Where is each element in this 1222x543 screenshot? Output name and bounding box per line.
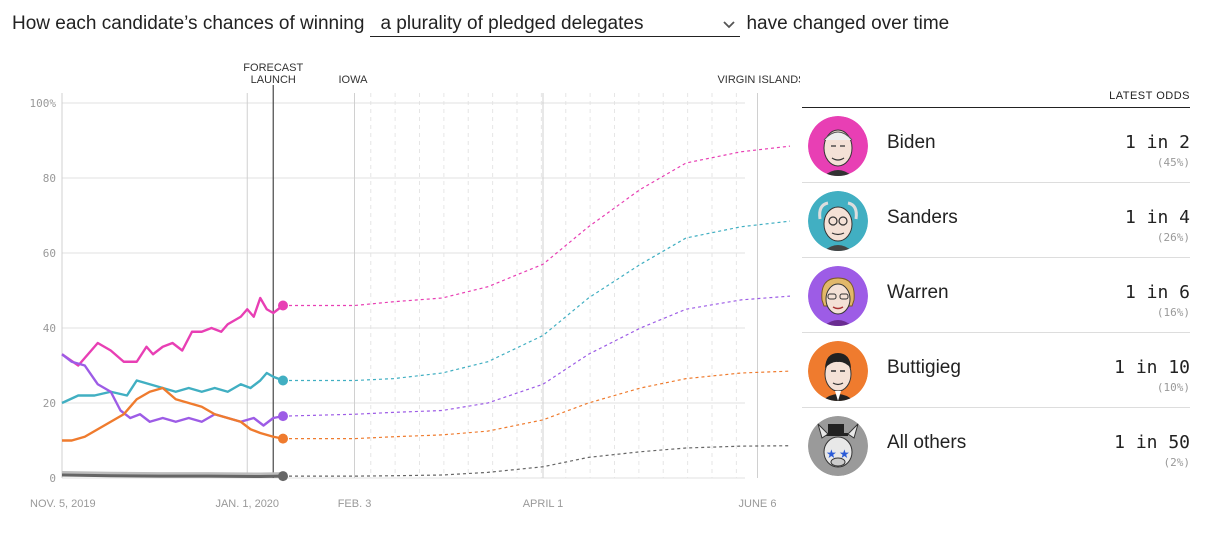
candidate-odds: 1 in 6: [1124, 282, 1190, 303]
forecast-line-biden: [283, 145, 791, 307]
candidate-odds: 1 in 10: [1114, 357, 1190, 378]
candidate-row-sanders: Sanders 1 in 4 (26%): [802, 183, 1190, 258]
candidate-row-all-others: ★ ★ All others 1 in 50 (2%): [802, 408, 1190, 483]
candidate-pct: (16%): [1156, 306, 1190, 319]
candidate-odds: 1 in 4: [1124, 207, 1190, 228]
outcome-selector[interactable]: a plurality of pledged delegates: [370, 11, 741, 37]
y-tick-label: 20: [43, 397, 56, 410]
biden-avatar: [808, 116, 868, 176]
candidate-name: Warren: [887, 282, 949, 303]
candidate-odds: 1 in 2: [1124, 132, 1190, 153]
series-line-all-others: [61, 473, 284, 478]
forecast-line-buttigieg: [283, 370, 791, 440]
headline-suffix: have changed over time: [746, 13, 950, 34]
headline-prefix: How each candidate’s chances of winning: [12, 13, 365, 34]
latest-odds-header: LATEST ODDS: [1109, 90, 1190, 102]
series-endpoint-buttigieg: [278, 433, 288, 444]
forecast-line-sanders: [283, 220, 791, 382]
series-endpoint-biden: [278, 300, 288, 311]
series-line-sanders: [61, 371, 284, 405]
y-tick-label: 100%: [30, 97, 57, 110]
series-line-buttigieg: [62, 386, 284, 442]
y-tick-label: 40: [43, 322, 56, 335]
svg-text:★: ★: [839, 447, 850, 461]
odds-header-rule: [802, 107, 1190, 108]
x-tick-label: APRIL 1: [523, 498, 564, 510]
x-tick-label: JAN. 1, 2020: [215, 498, 279, 510]
x-tick-label: JUNE 6: [739, 498, 777, 510]
forecast-line-warren: [282, 295, 791, 417]
candidate-pct: (10%): [1156, 381, 1190, 394]
candidate-row-warren: Warren 1 in 6 (16%): [802, 258, 1190, 333]
x-tick-label: NOV. 5, 2019: [30, 498, 96, 510]
series-line-others-band: [61, 471, 284, 476]
x-tick-label: FEB. 3: [338, 498, 372, 510]
series-endpoint-warren: [278, 411, 288, 422]
y-tick-label: 60: [43, 247, 56, 260]
odds-line-chart: 100% 80 60 40 20 0 NOV. 5, 2019 JAN. 1, 2020 FEB…: [30, 62, 801, 510]
outcome-selector-value: a plurality of pledged delegates: [380, 12, 644, 34]
series-line-biden: [61, 296, 284, 367]
candidate-row-buttigieg: Buttigieg 1 in 10 (10%): [802, 333, 1190, 408]
chevron-down-icon: [723, 20, 736, 28]
candidate-name: All others: [887, 432, 967, 453]
candidate-pct: (45%): [1156, 156, 1190, 169]
svg-text:★: ★: [826, 447, 837, 461]
annotation-label: FORECAST: [243, 62, 303, 74]
annotation-label: LAUNCH: [251, 74, 296, 86]
warren-avatar: [808, 266, 868, 326]
forecast-line-all-others: [283, 445, 791, 477]
candidate-pct: (26%): [1156, 231, 1190, 244]
candidate-odds: 1 in 50: [1114, 432, 1190, 453]
donkey-icon: ★ ★: [808, 416, 868, 476]
candidate-name: Sanders: [887, 207, 958, 228]
y-tick-label: 80: [43, 172, 56, 185]
annotation-label: IOWA: [339, 74, 369, 86]
candidate-pct: (2%): [1163, 456, 1191, 469]
sanders-avatar: [808, 191, 868, 251]
y-tick-label: 0: [49, 472, 56, 485]
series-endpoint-sanders: [278, 375, 288, 386]
series-line-warren: [61, 353, 284, 427]
candidate-row-biden: Biden 1 in 2 (45%): [802, 108, 1190, 183]
candidate-name: Buttigieg: [887, 357, 961, 378]
buttigieg-avatar: [808, 341, 868, 401]
annotation-label: VIRGIN ISLANDS: [717, 74, 800, 86]
headline: How each candidate’s chances of winning …: [12, 10, 949, 38]
series-endpoint-all-others: [278, 471, 288, 482]
candidate-name: Biden: [887, 132, 936, 153]
